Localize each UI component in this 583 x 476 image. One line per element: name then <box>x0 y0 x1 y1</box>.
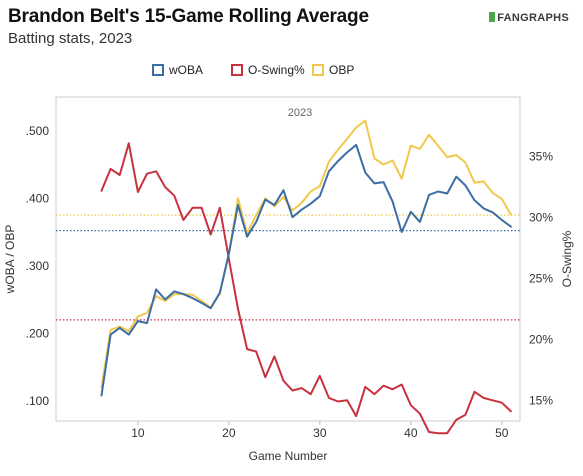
x-tick-label: 40 <box>404 426 418 440</box>
series-line-obp <box>100 119 512 389</box>
y-right-tick-label: 25% <box>529 271 553 285</box>
y-right-tick-label: 35% <box>529 150 553 164</box>
chart-subtitle: Batting stats, 2023 <box>8 30 133 47</box>
panel-label: 2023 <box>288 107 312 119</box>
y-axis-left-label: wOBA / OBP <box>3 225 17 295</box>
x-axis: 10 20 30 40 50 <box>131 421 509 440</box>
series-line-o-swing <box>100 142 512 435</box>
y-left-tick-label: .200 <box>26 326 50 340</box>
y-left-tick-label: .500 <box>26 124 50 138</box>
x-tick-label: 50 <box>495 426 509 440</box>
legend-label-obp: OBP <box>329 63 354 77</box>
y-axis-right: 15% 20% 25% 30% 35% <box>529 150 553 408</box>
x-tick-label: 20 <box>222 426 236 440</box>
y-right-tick-label: 20% <box>529 332 553 346</box>
y-axis-right-label: O-Swing% <box>560 230 574 287</box>
legend-swatch-obp <box>312 64 324 76</box>
y-right-tick-label: 30% <box>529 211 553 225</box>
plot-frame <box>55 96 521 422</box>
y-left-tick-label: .400 <box>26 191 50 205</box>
fangraphs-logo-text: FANGRAPHS <box>497 12 569 24</box>
x-tick-label: 10 <box>131 426 145 440</box>
y-left-tick-label: .300 <box>26 259 50 273</box>
reference-lines <box>56 214 520 321</box>
legend-swatch-o-swing <box>231 64 243 76</box>
legend-label-o-swing: O-Swing% <box>248 63 305 77</box>
chart-title: Brandon Belt's 15-Game Rolling Average <box>8 6 369 27</box>
x-axis-label: Game Number <box>249 449 328 463</box>
x-tick-label: 30 <box>313 426 327 440</box>
series-lines <box>100 119 512 435</box>
y-axis-left: .100 .200 .300 .400 .500 <box>26 124 50 408</box>
fangraphs-logo: FANGRAPHS <box>489 12 569 24</box>
legend-label-woba: wOBA <box>168 63 203 77</box>
series-line-woba <box>100 143 512 397</box>
y-right-tick-label: 15% <box>529 393 553 407</box>
fangraphs-logo-icon <box>489 12 496 22</box>
legend: wOBA O-Swing% OBP <box>152 63 354 77</box>
y-left-tick-label: .100 <box>26 394 50 408</box>
legend-swatch-woba <box>152 64 164 76</box>
